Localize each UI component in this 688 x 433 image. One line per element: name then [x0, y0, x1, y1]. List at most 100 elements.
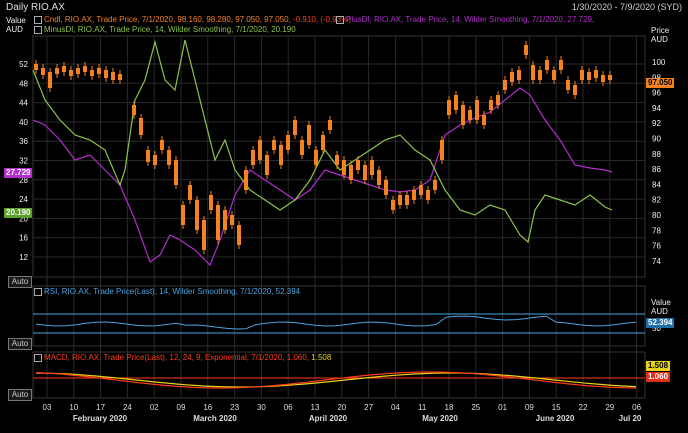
auto-scale-button[interactable]: Auto	[8, 276, 32, 288]
candle-body	[104, 70, 108, 78]
candle-body	[55, 68, 59, 74]
candle-body	[69, 70, 73, 76]
minus-di-line	[32, 39, 613, 244]
x-tick-label: 10	[69, 403, 78, 412]
candle-body	[454, 95, 458, 110]
candle-body	[293, 120, 297, 135]
candle-body	[391, 200, 395, 210]
macd-line	[35, 371, 637, 389]
x-tick-label: 24	[123, 403, 132, 412]
candle-body	[153, 155, 157, 165]
minus-di-value-tag: 20.190	[4, 208, 33, 218]
candle-body	[265, 155, 269, 175]
candle-body	[76, 68, 80, 74]
candle-body	[370, 160, 374, 175]
candle-body	[237, 225, 241, 245]
candle-body	[440, 140, 444, 160]
candle-body	[594, 70, 598, 78]
candle-body	[202, 220, 206, 250]
candle-body	[468, 110, 472, 120]
candle-body	[545, 60, 549, 70]
right-tick-label: 82	[652, 196, 661, 205]
candle-body	[132, 105, 136, 115]
x-tick-label: 06	[284, 403, 293, 412]
candle-body	[510, 72, 514, 82]
candle-body	[489, 100, 493, 110]
candle-body	[174, 160, 178, 185]
candle-body	[286, 135, 290, 150]
candle-body	[97, 68, 101, 74]
checkbox-icon[interactable]	[34, 25, 42, 34]
candle-body	[524, 45, 528, 55]
x-tick-label: 09	[177, 403, 186, 412]
x-tick-label: 25	[471, 403, 480, 412]
candles	[34, 41, 612, 254]
macd-auto-button[interactable]: Auto	[8, 389, 32, 401]
x-tick-label: 27	[364, 403, 373, 412]
candle-body	[181, 205, 185, 225]
month-label: Jul 20	[619, 414, 642, 423]
x-tick-label: 15	[552, 403, 561, 412]
candle-body	[552, 70, 556, 80]
legend-rsi: RSI, RIO.AX, Trade Price(Last), 14, Wild…	[34, 287, 300, 296]
date-range: 1/30/2020 - 7/9/2020 (SYD)	[571, 2, 682, 12]
right-tick-label: 76	[652, 242, 661, 251]
candle-body	[377, 170, 381, 185]
left-tick-label: 28	[19, 176, 28, 185]
left-tick-label: 36	[19, 137, 28, 146]
candle-body	[195, 200, 199, 230]
rsi-panel-frame	[32, 285, 646, 347]
month-label: February 2020	[73, 414, 128, 423]
checkbox-icon[interactable]	[34, 353, 42, 362]
axis-ticks: 52 48 44 40 36 32 28 24 20 16 12 100 98 96 94 92 90 88 86 8…	[19, 58, 666, 423]
chart-title: Daily RIO.AX	[6, 2, 65, 13]
right-tick-label: 84	[652, 180, 661, 189]
legend-candle: Cndl, RIO.AX, Trade Price, 7/1/2020, 98.…	[34, 15, 351, 24]
candle-body	[580, 70, 584, 80]
candle-body	[230, 215, 234, 225]
candle-body	[608, 75, 612, 80]
right-axis-label: Price AUD	[651, 26, 670, 44]
right-tick-label: 100	[652, 58, 666, 67]
rsi-line	[35, 315, 637, 330]
candle-body	[111, 72, 115, 80]
left-tick-label: 52	[19, 60, 28, 69]
main-panel-frame	[32, 35, 646, 278]
candle-body	[118, 74, 122, 80]
macd-value-tag: 1.060	[646, 372, 671, 382]
candle-body	[412, 190, 416, 200]
right-tick-label: 94	[652, 104, 661, 113]
x-tick-label: 16	[203, 403, 212, 412]
x-tick-label: 04	[391, 403, 400, 412]
candle-body	[209, 195, 213, 210]
left-tick-label: 32	[19, 157, 28, 166]
candle-body	[517, 70, 521, 80]
candle-body	[272, 140, 276, 150]
month-label: May 2020	[422, 414, 458, 423]
x-tick-label: 02	[150, 403, 159, 412]
left-axis-label: Value AUD	[6, 16, 26, 34]
rsi-auto-button[interactable]: Auto	[8, 338, 32, 350]
candle-body	[223, 210, 227, 230]
x-tick-label: 23	[230, 403, 239, 412]
checkbox-icon[interactable]	[336, 15, 344, 24]
right-tick-label: 88	[652, 150, 661, 159]
candle-body	[538, 70, 542, 80]
candle-body	[160, 140, 164, 150]
x-tick-label: 30	[257, 403, 266, 412]
candle-body	[139, 118, 143, 135]
rsi-value-tag: 52.394	[646, 318, 675, 328]
checkbox-icon[interactable]	[34, 287, 42, 296]
checkbox-icon[interactable]	[34, 15, 42, 24]
x-tick-label: 22	[579, 403, 588, 412]
candle-body	[573, 85, 577, 95]
candle-body	[300, 140, 304, 155]
candle-body	[566, 80, 570, 90]
indicator-lines	[32, 39, 613, 267]
candle-body	[167, 150, 171, 165]
candle-body	[328, 120, 332, 130]
right-tick-label: 90	[652, 135, 661, 144]
plus-di-value-tag: 27.729	[4, 168, 33, 178]
candle-body	[342, 160, 346, 175]
left-tick-label: 40	[19, 118, 28, 127]
